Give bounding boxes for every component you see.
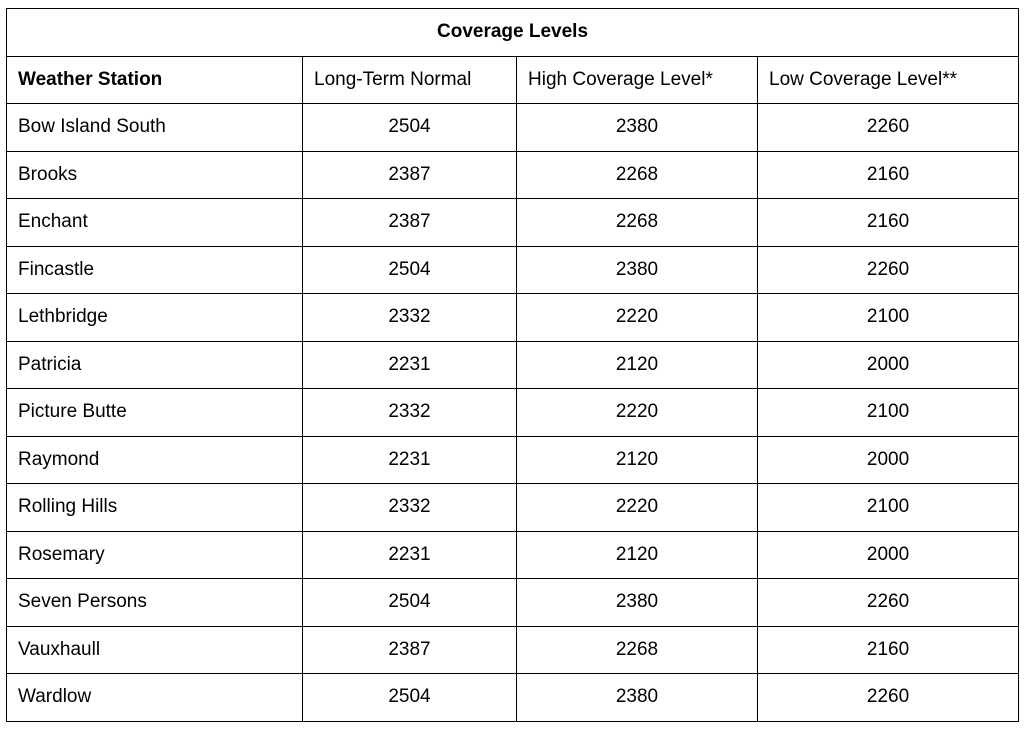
table-row: Vauxhaull 2387 2268 2160 (6, 625, 1020, 674)
long-term-normal-cell: 2231 (302, 435, 517, 484)
low-coverage-cell: 2260 (756, 673, 1020, 722)
station-cell: Wardlow (6, 673, 303, 722)
header-low-coverage-level: Low Coverage Level** (756, 55, 1020, 104)
long-term-normal-cell: 2504 (302, 578, 517, 627)
long-term-normal-cell: 2387 (302, 198, 517, 247)
station-cell: Rosemary (6, 530, 303, 579)
table-row: Rosemary 2231 2120 2000 (6, 530, 1020, 579)
header-high-coverage-level: High Coverage Level* (516, 55, 758, 104)
station-cell: Enchant (6, 198, 303, 247)
coverage-levels-table: Coverage Levels Weather Station Long-Ter… (5, 8, 1020, 722)
long-term-normal-cell: 2387 (302, 625, 517, 674)
high-coverage-cell: 2120 (516, 435, 758, 484)
header-long-term-normal: Long-Term Normal (302, 55, 517, 104)
high-coverage-cell: 2380 (516, 103, 758, 152)
table-row: Fincastle 2504 2380 2260 (6, 245, 1020, 294)
long-term-normal-cell: 2332 (302, 293, 517, 342)
low-coverage-cell: 2160 (756, 625, 1020, 674)
long-term-normal-cell: 2332 (302, 483, 517, 532)
station-cell: Brooks (6, 150, 303, 199)
station-cell: Lethbridge (6, 293, 303, 342)
table-row: Seven Persons 2504 2380 2260 (6, 578, 1020, 627)
low-coverage-cell: 2260 (756, 245, 1020, 294)
station-cell: Seven Persons (6, 578, 303, 627)
high-coverage-cell: 2268 (516, 150, 758, 199)
long-term-normal-cell: 2231 (302, 530, 517, 579)
table-title: Coverage Levels (5, 8, 1020, 57)
low-coverage-cell: 2260 (756, 103, 1020, 152)
low-coverage-cell: 2000 (756, 530, 1020, 579)
table-row: Wardlow 2504 2380 2260 (6, 673, 1020, 722)
station-cell: Rolling Hills (6, 483, 303, 532)
table-row: Picture Butte 2332 2220 2100 (6, 388, 1020, 437)
low-coverage-cell: 2100 (756, 483, 1020, 532)
table-row: Raymond 2231 2120 2000 (6, 435, 1020, 484)
low-coverage-cell: 2100 (756, 293, 1020, 342)
station-cell: Fincastle (6, 245, 303, 294)
station-cell: Raymond (6, 435, 303, 484)
high-coverage-cell: 2120 (516, 530, 758, 579)
long-term-normal-cell: 2332 (302, 388, 517, 437)
header-weather-station: Weather Station (6, 55, 303, 104)
high-coverage-cell: 2380 (516, 245, 758, 294)
low-coverage-cell: 2160 (756, 150, 1020, 199)
long-term-normal-cell: 2231 (302, 340, 517, 389)
high-coverage-cell: 2220 (516, 388, 758, 437)
table-row: Lethbridge 2332 2220 2100 (6, 293, 1020, 342)
station-cell: Patricia (6, 340, 303, 389)
high-coverage-cell: 2120 (516, 340, 758, 389)
long-term-normal-cell: 2504 (302, 245, 517, 294)
table-row: Brooks 2387 2268 2160 (6, 150, 1020, 199)
table-row: Patricia 2231 2120 2000 (6, 340, 1020, 389)
station-cell: Vauxhaull (6, 625, 303, 674)
high-coverage-cell: 2220 (516, 293, 758, 342)
high-coverage-cell: 2220 (516, 483, 758, 532)
high-coverage-cell: 2380 (516, 578, 758, 627)
title-row: Coverage Levels (5, 8, 1020, 57)
long-term-normal-cell: 2504 (302, 673, 517, 722)
header-row: Weather Station Long-Term Normal High Co… (6, 55, 1020, 104)
high-coverage-cell: 2268 (516, 625, 758, 674)
table-row: Enchant 2387 2268 2160 (6, 198, 1020, 247)
low-coverage-cell: 2000 (756, 340, 1020, 389)
long-term-normal-cell: 2387 (302, 150, 517, 199)
low-coverage-cell: 2000 (756, 435, 1020, 484)
low-coverage-cell: 2160 (756, 198, 1020, 247)
table-row: Bow Island South 2504 2380 2260 (6, 103, 1020, 152)
table-row: Rolling Hills 2332 2220 2100 (6, 483, 1020, 532)
low-coverage-cell: 2100 (756, 388, 1020, 437)
station-cell: Picture Butte (6, 388, 303, 437)
station-cell: Bow Island South (6, 103, 303, 152)
long-term-normal-cell: 2504 (302, 103, 517, 152)
low-coverage-cell: 2260 (756, 578, 1020, 627)
high-coverage-cell: 2380 (516, 673, 758, 722)
high-coverage-cell: 2268 (516, 198, 758, 247)
